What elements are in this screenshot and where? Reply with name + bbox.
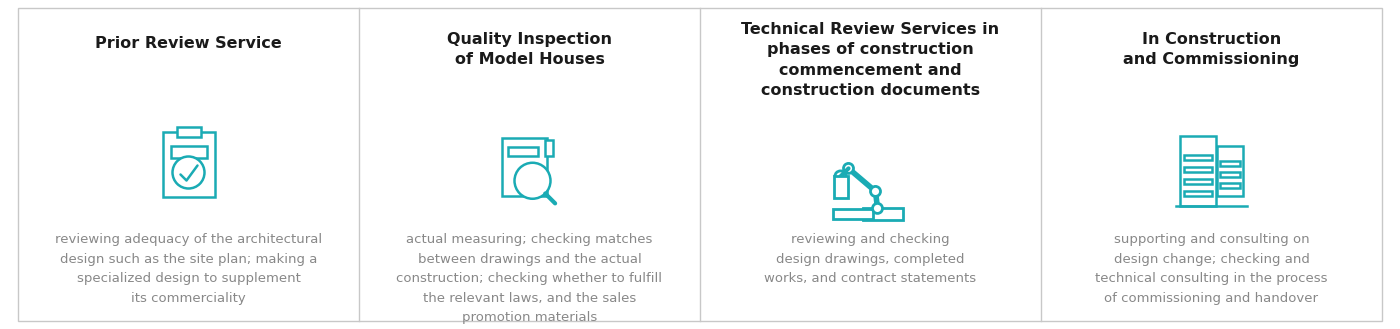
FancyBboxPatch shape	[1219, 172, 1239, 177]
FancyBboxPatch shape	[833, 176, 847, 198]
Circle shape	[172, 157, 204, 189]
Text: supporting and consulting on
design change; checking and
technical consulting in: supporting and consulting on design chan…	[1095, 233, 1327, 305]
FancyBboxPatch shape	[1183, 167, 1211, 172]
FancyBboxPatch shape	[1179, 136, 1215, 206]
FancyBboxPatch shape	[1217, 146, 1243, 196]
Text: Technical Review Services in
phases of construction
commencement and
constructio: Technical Review Services in phases of c…	[742, 22, 1000, 98]
FancyBboxPatch shape	[1183, 179, 1211, 184]
FancyBboxPatch shape	[176, 127, 200, 137]
FancyBboxPatch shape	[545, 140, 553, 156]
FancyBboxPatch shape	[1183, 155, 1211, 160]
Text: reviewing and checking
design drawings, completed
works, and contract statements: reviewing and checking design drawings, …	[764, 233, 977, 285]
Text: Quality Inspection
of Model Houses: Quality Inspection of Model Houses	[447, 32, 612, 67]
FancyBboxPatch shape	[508, 147, 538, 156]
FancyBboxPatch shape	[503, 138, 547, 196]
FancyBboxPatch shape	[171, 146, 207, 158]
Text: In Construction
and Commissioning: In Construction and Commissioning	[1123, 32, 1299, 67]
FancyBboxPatch shape	[833, 210, 872, 219]
FancyBboxPatch shape	[1183, 191, 1211, 196]
Text: actual measuring; checking matches
between drawings and the actual
construction;: actual measuring; checking matches betwe…	[396, 233, 662, 324]
FancyBboxPatch shape	[162, 132, 214, 197]
Circle shape	[871, 187, 881, 196]
FancyBboxPatch shape	[18, 8, 1382, 321]
FancyBboxPatch shape	[1219, 161, 1239, 166]
Circle shape	[843, 164, 854, 173]
Circle shape	[872, 203, 882, 214]
FancyBboxPatch shape	[862, 208, 903, 220]
Circle shape	[515, 163, 550, 199]
FancyBboxPatch shape	[1219, 183, 1239, 188]
Text: Prior Review Service: Prior Review Service	[95, 36, 281, 51]
Text: reviewing adequacy of the architectural
design such as the site plan; making a
s: reviewing adequacy of the architectural …	[55, 233, 322, 305]
